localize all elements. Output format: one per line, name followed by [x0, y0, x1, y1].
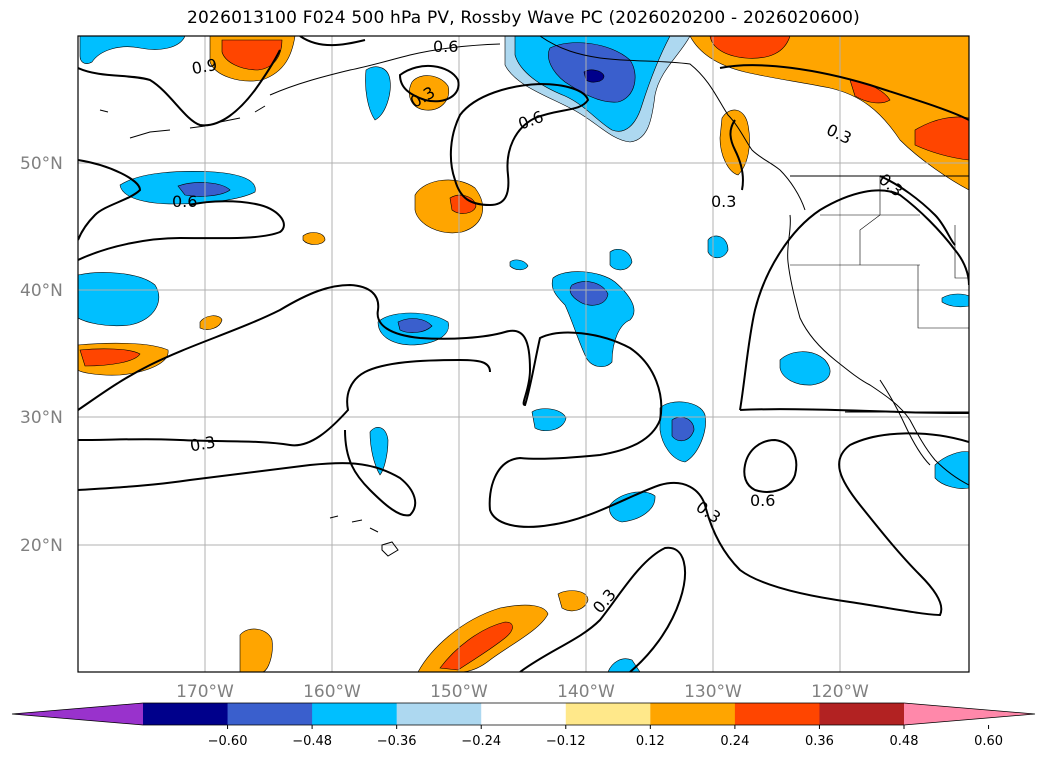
colorbar-tick-label: 0.48: [890, 734, 919, 749]
contour-0.3-south: [78, 358, 491, 447]
anomaly-aleutian-blue: [365, 66, 391, 121]
contour-0.3-bottom: [519, 546, 686, 672]
contour-0.3-ne2: [879, 175, 956, 246]
colorbar-segment: [819, 703, 905, 725]
contour-0.6-west: [78, 159, 285, 261]
anomaly-48n-midblue: [177, 182, 231, 197]
contour-0.3-hawaii: [78, 429, 417, 517]
aleutian-islands: [99, 105, 266, 139]
colorbar: −0.60 −0.48 −0.36 −0.24 −0.12 0.12 0.24 0.36 0.4…: [11, 702, 1036, 749]
colorbar-tick-label: −0.24: [461, 734, 501, 749]
lon-label: 170°W: [176, 682, 234, 702]
contour-label: 0.9: [190, 55, 218, 78]
north-america-coast: [787, 214, 969, 486]
contour-label: 0.3: [188, 432, 216, 455]
anomaly-35n-coast-blue: [779, 351, 831, 386]
colorbar-tick-label: −0.12: [546, 734, 586, 749]
colorbar-segment: [143, 703, 229, 725]
colorbar-tick-label: −0.36: [377, 734, 417, 749]
map-area: 0.9 0.6 0.3 0.6 0.6 0.3 0.3 0.3 0.3 0.6 …: [78, 36, 969, 672]
anomaly-coast-orange: [719, 109, 750, 176]
anomaly-nw-blue: [79, 36, 186, 64]
colorbar-segment: [734, 703, 820, 725]
anomaly-42n-blue: [509, 259, 529, 271]
contour-label: 0.6: [433, 37, 458, 56]
contour-label: 0.6: [750, 491, 775, 510]
anomaly-top-red: [221, 39, 283, 71]
baja-peninsula: [879, 379, 931, 466]
anomaly-ne-red3: [914, 116, 969, 161]
anomaly-41n-east-blue: [941, 293, 969, 308]
contour-0.3-ne: [719, 64, 969, 191]
longitude-labels: 170°W 160°W 150°W 140°W 130°W 120°W: [176, 682, 869, 702]
contour-0.6-goa: [449, 82, 590, 207]
anomaly-40n-west-blue: [78, 272, 160, 327]
lat-label: 50°N: [20, 154, 63, 174]
colorbar-segment: [650, 703, 736, 725]
contour-0.6-east: [739, 189, 969, 414]
anomaly-37n-midblue: [397, 318, 433, 333]
colorbar-segment: [481, 703, 567, 725]
anomaly-28n-blue: [369, 427, 389, 476]
anomaly-43n-blue: [609, 249, 633, 271]
contour-0.3-main: [78, 283, 969, 617]
lat-label: 30°N: [20, 408, 63, 428]
alaska-coast: [269, 36, 806, 211]
colorbar-segment: [565, 703, 651, 725]
anomaly-35n-red: [79, 348, 141, 367]
coastlines: [99, 36, 969, 557]
anomaly-43n-orange: [302, 232, 326, 245]
anomaly-bottom-blue: [607, 658, 641, 672]
contours: [78, 36, 969, 672]
anomaly-40n-140w-midblue: [569, 281, 609, 306]
contour-north-0.9: [78, 36, 366, 127]
colorbar-tick-label: 0.36: [805, 734, 834, 749]
colorbar-tick-label: −0.60: [208, 734, 248, 749]
lat-label: 40°N: [20, 281, 63, 301]
anomaly-22n-blue: [609, 491, 656, 523]
anomaly-14n-orange: [239, 628, 273, 672]
colorbar-tick-label: 0.24: [720, 734, 749, 749]
lon-label: 150°W: [430, 682, 488, 702]
lat-label: 20°N: [20, 536, 63, 556]
lon-label: 140°W: [557, 682, 615, 702]
contour-0.6-alaska: [398, 64, 460, 103]
anomaly-16n-orange: [557, 590, 589, 612]
colorbar-extend-max: [904, 703, 1035, 725]
anomaly-ne-orange: [689, 36, 969, 191]
anomaly-south-red: [439, 621, 513, 671]
colorbar-segment: [396, 703, 482, 725]
state-borders: [790, 176, 969, 329]
colorbar-outline: [11, 702, 1036, 726]
contour-label: 0.3: [711, 192, 736, 211]
map-frame: [77, 35, 970, 673]
anomaly-goa-darkblue: [583, 69, 605, 83]
anomaly-30n-blue: [531, 408, 567, 431]
anomaly-47n-orange: [414, 179, 483, 234]
lon-label: 120°W: [811, 682, 869, 702]
graticule: [78, 36, 969, 672]
latitude-labels: 50°N 40°N 30°N 20°N: [20, 154, 63, 556]
colorbar-segment: [227, 703, 313, 725]
contour-label: 0.6: [172, 192, 197, 211]
anomaly-ne-red: [709, 36, 791, 59]
lon-label: 160°W: [303, 682, 361, 702]
lon-label: 130°W: [684, 682, 742, 702]
colorbar-tick-label: 0.60: [974, 734, 1003, 749]
plot-title: 2026013100 F024 500 hPa PV, Rossby Wave …: [187, 8, 860, 28]
anomaly-25n-east-blue: [934, 451, 969, 489]
contour-0.6-southeast: [743, 438, 798, 493]
colorbar-tick-label: 0.12: [636, 734, 665, 749]
colorbar-segment: [312, 703, 398, 725]
shaded-anomalies: [78, 36, 969, 672]
hawaii-islands: [329, 515, 399, 557]
colorbar-tick-label: −0.48: [292, 734, 332, 749]
colorbar-extend-min: [12, 703, 143, 725]
